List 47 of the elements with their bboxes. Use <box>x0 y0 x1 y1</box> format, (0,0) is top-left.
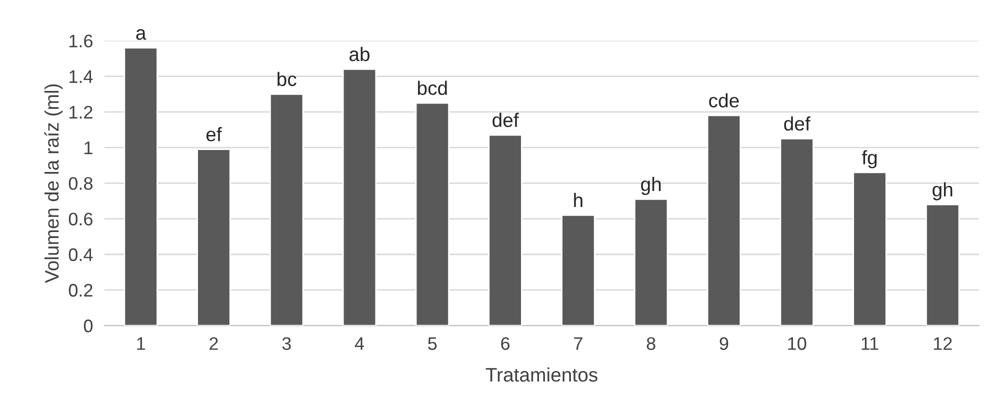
annotation: def <box>784 116 810 131</box>
annotation: h <box>574 192 582 207</box>
annotation: gh <box>641 176 661 196</box>
y-tick-label: 0.6 <box>68 212 92 226</box>
y-tick-label: 0 <box>84 320 93 332</box>
y-tick-label: 1 <box>84 142 92 154</box>
y-tick-label: 1.2 <box>70 106 92 118</box>
bar <box>270 93 304 326</box>
x-tick-label: 3 <box>282 337 291 350</box>
x-tick-label: 7 <box>574 337 582 350</box>
annotation: fg <box>862 150 877 168</box>
y-tick-label: 1.4 <box>70 70 93 83</box>
y-tick-label: 1.6 <box>70 34 92 48</box>
x-tick-label: 8 <box>646 337 656 350</box>
annotation: ef <box>206 127 222 142</box>
x-tick-label: 2 <box>210 337 218 350</box>
annotation: def <box>492 112 519 128</box>
bar <box>488 134 522 326</box>
x-tick-label: 4 <box>354 337 364 350</box>
x-tick-label: 11 <box>862 337 878 350</box>
bar <box>342 68 377 326</box>
annotation: ab <box>350 46 370 62</box>
x-tick-label: 1 <box>137 337 145 350</box>
bar <box>196 148 231 326</box>
bar <box>852 172 887 326</box>
annotation: a <box>136 29 146 40</box>
bar <box>124 47 158 326</box>
y-tick-label: 0.8 <box>68 177 92 190</box>
x-tick-label: 10 <box>788 337 806 350</box>
x-tick-label: 5 <box>428 337 437 350</box>
bar <box>780 138 814 326</box>
annotation: bc <box>278 72 296 86</box>
x-axis-title: Tratamientos <box>486 367 598 382</box>
bar <box>706 114 742 326</box>
bar <box>926 204 960 326</box>
x-tick-label: 6 <box>501 337 510 350</box>
x-tick-label: 9 <box>720 337 728 350</box>
x-tick-label: 12 <box>934 337 952 350</box>
annotation: bcd <box>418 80 447 96</box>
annotation: gh <box>932 182 952 200</box>
y-tick-label: 0.2 <box>68 284 92 297</box>
annotation: cde <box>709 93 739 108</box>
bar <box>415 102 450 326</box>
y-tick-label: 0.4 <box>68 248 93 262</box>
bar <box>634 198 668 326</box>
bar <box>561 214 596 326</box>
y-axis-title: Volumen de la raíz (ml) <box>44 84 63 284</box>
